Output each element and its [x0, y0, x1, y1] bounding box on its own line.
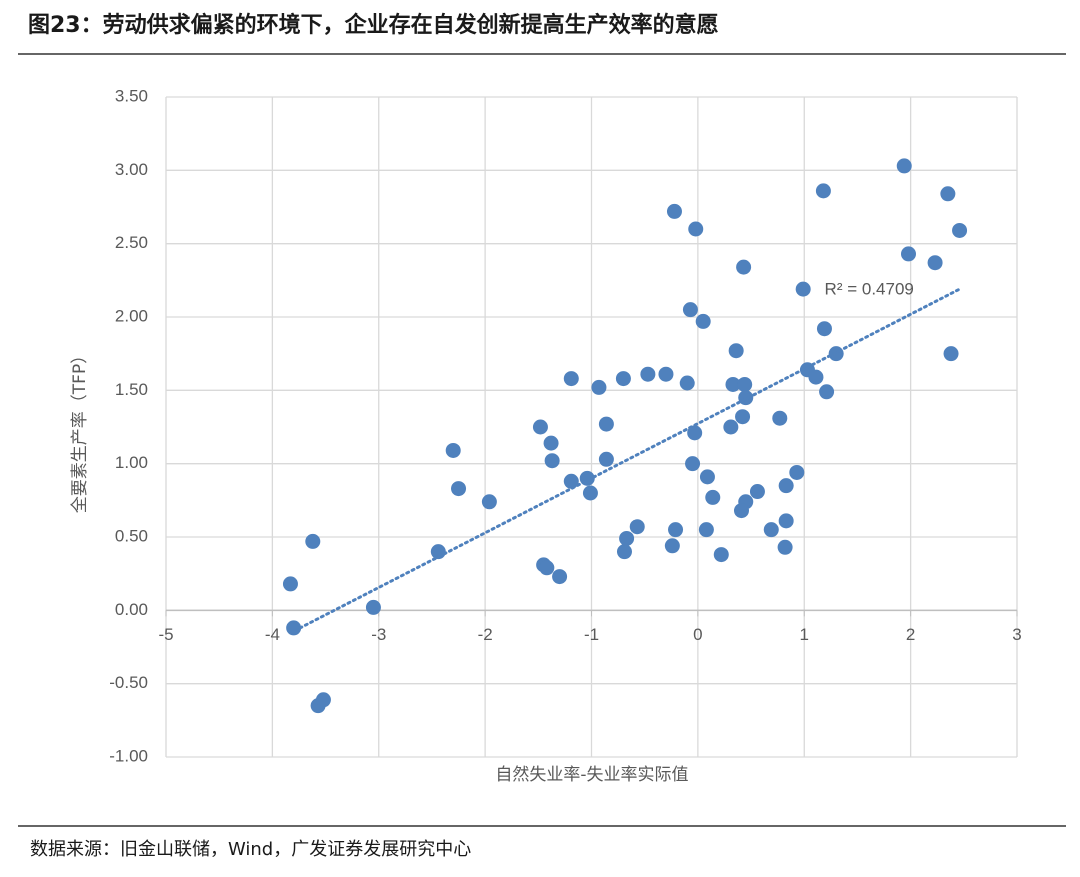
point	[778, 513, 794, 529]
point	[725, 376, 741, 392]
x-tick-label: -4	[265, 625, 280, 644]
point	[658, 366, 674, 382]
x-tick-label: -5	[158, 625, 173, 644]
point	[679, 375, 695, 391]
point	[688, 221, 704, 237]
x-tick-label: -1	[584, 625, 599, 644]
y-axis-label: 全要素生产率（TFP）	[70, 347, 90, 513]
x-tick-label: 1	[800, 625, 809, 644]
point	[640, 366, 656, 382]
point	[952, 222, 968, 238]
point	[943, 346, 959, 362]
point	[735, 409, 751, 425]
point	[539, 560, 555, 576]
point	[563, 371, 579, 387]
point	[789, 464, 805, 480]
point	[698, 522, 714, 538]
point	[927, 255, 943, 271]
y-tick-label: 2.00	[115, 306, 148, 325]
point	[445, 442, 461, 458]
point	[695, 313, 711, 329]
x-tick-label: 2	[906, 625, 915, 644]
point	[598, 416, 614, 432]
point	[733, 503, 749, 519]
x-tick-label: -2	[478, 625, 493, 644]
y-tick-label: -1.00	[109, 746, 148, 765]
x-tick-label: 3	[1012, 625, 1021, 644]
y-tick-label: 2.50	[115, 233, 148, 252]
y-tick-label: 3.00	[115, 160, 148, 179]
point	[616, 544, 632, 560]
point	[629, 519, 645, 535]
y-tick-label: 0.50	[115, 526, 148, 545]
point	[778, 478, 794, 494]
point	[795, 281, 811, 297]
point	[713, 547, 729, 563]
y-tick-label: 1.50	[115, 380, 148, 399]
point	[664, 538, 680, 554]
point	[668, 522, 684, 538]
point	[591, 379, 607, 395]
point	[705, 489, 721, 505]
point	[815, 183, 831, 199]
x-axis-label: 自然失业率-失业率实际值	[495, 765, 688, 785]
point	[532, 419, 548, 435]
chart-title: 图23：劳动供求偏紧的环境下，企业存在自发创新提高生产效率的意愿	[28, 12, 719, 38]
point	[365, 599, 381, 615]
point	[598, 451, 614, 467]
x-tick-label: 0	[693, 625, 702, 644]
point	[615, 371, 631, 387]
point	[819, 384, 835, 400]
point	[749, 484, 765, 500]
point	[682, 302, 698, 318]
point	[808, 369, 824, 385]
point	[900, 246, 916, 262]
point	[685, 456, 701, 472]
y-tick-label: -0.50	[109, 673, 148, 692]
point	[582, 485, 598, 501]
y-tick-label: 1.00	[115, 453, 148, 472]
point	[699, 469, 715, 485]
point	[451, 481, 467, 497]
point	[481, 494, 497, 510]
point	[737, 376, 753, 392]
point	[282, 576, 298, 592]
source-note: 数据来源：旧金山联储，Wind，广发证券发展研究中心	[30, 839, 471, 860]
point	[315, 692, 331, 708]
x-tick-label: -3	[371, 625, 386, 644]
point	[940, 186, 956, 202]
point	[687, 425, 703, 441]
point	[305, 533, 321, 549]
point	[728, 343, 744, 359]
point	[896, 158, 912, 174]
point	[619, 530, 635, 546]
point	[544, 453, 560, 469]
point	[816, 321, 832, 337]
point	[772, 410, 788, 426]
y-tick-label: 3.50	[115, 86, 148, 105]
trendline	[298, 287, 962, 630]
point	[736, 259, 752, 275]
point	[666, 203, 682, 219]
point	[286, 620, 302, 636]
point	[723, 419, 739, 435]
y-tick-label: 0.00	[115, 600, 148, 619]
point	[777, 539, 793, 555]
point	[543, 435, 559, 451]
point	[563, 473, 579, 489]
point	[763, 522, 779, 538]
point	[430, 544, 446, 560]
point	[552, 569, 568, 585]
trendline-label: R² = 0.4709	[825, 280, 914, 299]
